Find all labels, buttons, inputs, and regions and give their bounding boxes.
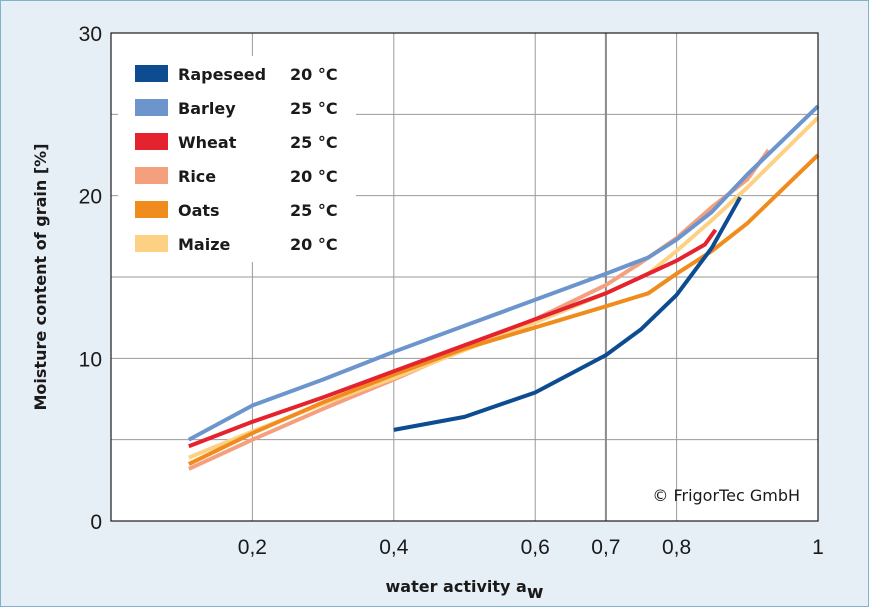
plot-border xyxy=(110,32,819,522)
series-line-barley xyxy=(187,104,820,442)
legend-swatch-rapeseed xyxy=(135,65,168,82)
legend-swatch-barley xyxy=(135,99,168,116)
legend-temp-oats: 25 °C xyxy=(290,201,338,220)
copyright-annotation: © FrigorTec GmbH xyxy=(652,486,800,505)
legend-temp-rice: 20 °C xyxy=(290,167,338,186)
legend-label-barley: Barley xyxy=(178,99,236,118)
x-tick-label: 0,6 xyxy=(521,536,550,559)
x-tick-labels: 0,2 0,4 0,6 0,7 0,8 1 xyxy=(238,536,824,559)
x-axis-title-subscript: w xyxy=(527,582,544,603)
y-tick-label: 10 xyxy=(79,348,102,371)
x-tick-label: 0,8 xyxy=(662,536,691,559)
legend-swatch-rice xyxy=(135,167,168,184)
x-tick-label: 0,7 xyxy=(591,536,620,559)
legend-temp-rapeseed: 20 °C xyxy=(290,65,338,84)
legend-box xyxy=(118,56,356,262)
legend-swatch-oats xyxy=(135,201,168,218)
series-line-oats xyxy=(187,153,820,466)
y-tick-label: 20 xyxy=(79,186,102,209)
legend-label-rapeseed: Rapeseed xyxy=(178,65,266,84)
series-line-wheat xyxy=(188,228,718,449)
legend-temp-wheat: 25 °C xyxy=(290,133,338,152)
x-tick-label: 0,2 xyxy=(238,536,267,559)
y-tick-label: 30 xyxy=(79,23,102,46)
legend-label-oats: Oats xyxy=(178,201,220,220)
legend-temp-barley: 25 °C xyxy=(290,99,338,118)
series-line-rice xyxy=(187,148,771,471)
legend-swatch-wheat xyxy=(135,133,168,150)
legend-label-rice: Rice xyxy=(178,167,216,186)
legend: Rapeseed 20 °C Barley 25 °C Wheat 25 °C Rice 20… xyxy=(135,65,338,254)
legend-temp-maize: 20 °C xyxy=(290,235,338,254)
y-tick-labels: 0 10 20 30 xyxy=(79,23,102,534)
series-line-rapeseed xyxy=(393,196,742,432)
x-tick-label: 1 xyxy=(812,536,824,559)
legend-swatch-maize xyxy=(135,235,168,252)
series-lines xyxy=(187,104,820,471)
legend-label-wheat: Wheat xyxy=(178,133,237,152)
legend-label-maize: Maize xyxy=(178,235,231,254)
y-axis-title: Moisture content of grain [%] xyxy=(31,143,50,410)
y-tick-label: 0 xyxy=(90,511,102,534)
x-axis-title: water activity aw xyxy=(386,577,544,603)
x-axis-title-text: water activity a xyxy=(386,577,527,596)
x-tick-label: 0,4 xyxy=(379,536,409,559)
